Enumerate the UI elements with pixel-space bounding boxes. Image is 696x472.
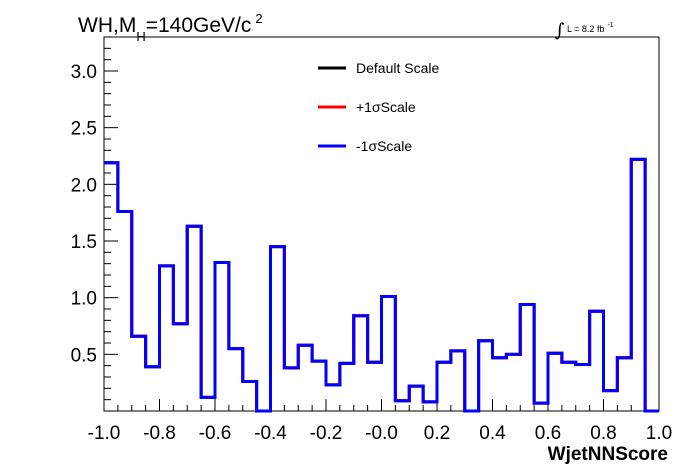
x-tick-label: -0.4 — [254, 423, 287, 444]
y-tick-label: 1.5 — [71, 232, 97, 253]
x-tick-label: -0.0 — [365, 423, 398, 444]
y-tick-label: 0.5 — [71, 345, 97, 366]
y-tick-label: 1.0 — [71, 289, 97, 310]
legend-label: +1σScale — [356, 99, 416, 115]
chart-title: WH,MH=140GeV/c 2 — [78, 11, 263, 44]
x-tick-label: 0.6 — [535, 423, 561, 444]
x-axis-title: WjetNNScore — [548, 444, 668, 465]
x-tick-label: -0.8 — [143, 423, 176, 444]
lumi-label: L = 8.2 fb -1 — [567, 22, 614, 34]
x-axis: -1.0 -0.8 -0.6 -0.4 -0.2 -0.0 0.2 0.4 0.6 0.8 1.0 — [88, 399, 672, 444]
y-tick-label: 2.5 — [71, 119, 97, 140]
y-tick-label: 2.0 — [71, 175, 97, 196]
x-tick-label: 0.2 — [424, 423, 450, 444]
x-tick-label: 1.0 — [646, 423, 672, 444]
legend-label: -1σScale — [356, 138, 412, 154]
x-tick-label: 0.8 — [590, 423, 616, 444]
y-tick-label: 3.0 — [71, 62, 97, 83]
x-tick-label: 0.4 — [479, 423, 506, 444]
x-tick-label: -1.0 — [88, 423, 121, 444]
series-line — [104, 157, 659, 413]
series-layer — [104, 157, 659, 413]
x-tick-label: -0.2 — [310, 423, 343, 444]
lumi-integral-symbol: ∫ — [555, 20, 565, 41]
legend: Default Scale +1σScale -1σScale — [318, 60, 439, 154]
x-tick-label: -0.6 — [199, 423, 232, 444]
legend-label: Default Scale — [356, 60, 439, 76]
y-axis: 0.5 1.0 1.5 2.0 2.5 3.0 — [71, 47, 118, 401]
